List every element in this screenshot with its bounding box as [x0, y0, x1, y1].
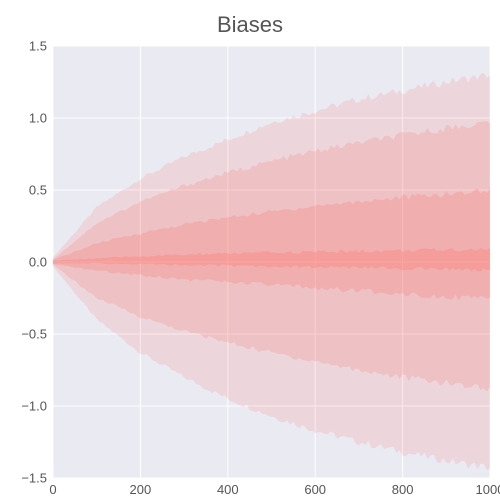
- fan-bands: [53, 73, 490, 470]
- x-tick-label: 200: [130, 482, 152, 497]
- y-tick-label: −0.5: [21, 327, 47, 342]
- x-tick-label: 600: [304, 482, 326, 497]
- y-tick-label: 1.5: [29, 39, 47, 54]
- chart-figure: Biases 0 200 400 600 800 1000 −1.5 −1.0 −0.5 0.0 0…: [0, 0, 500, 500]
- plot-area: [53, 46, 490, 478]
- x-tick-label: 0: [49, 482, 56, 497]
- x-tick-label: 400: [217, 482, 239, 497]
- y-tick-label: 1.0: [29, 111, 47, 126]
- y-tick-label: 0.0: [29, 255, 47, 270]
- y-tick-label: 0.5: [29, 183, 47, 198]
- x-tick-label: 1000: [476, 482, 500, 497]
- x-tick-label: 800: [392, 482, 414, 497]
- plot-svg: [53, 46, 490, 478]
- chart-title: Biases: [0, 12, 500, 38]
- y-tick-label: −1.5: [21, 471, 47, 486]
- y-tick-label: −1.0: [21, 399, 47, 414]
